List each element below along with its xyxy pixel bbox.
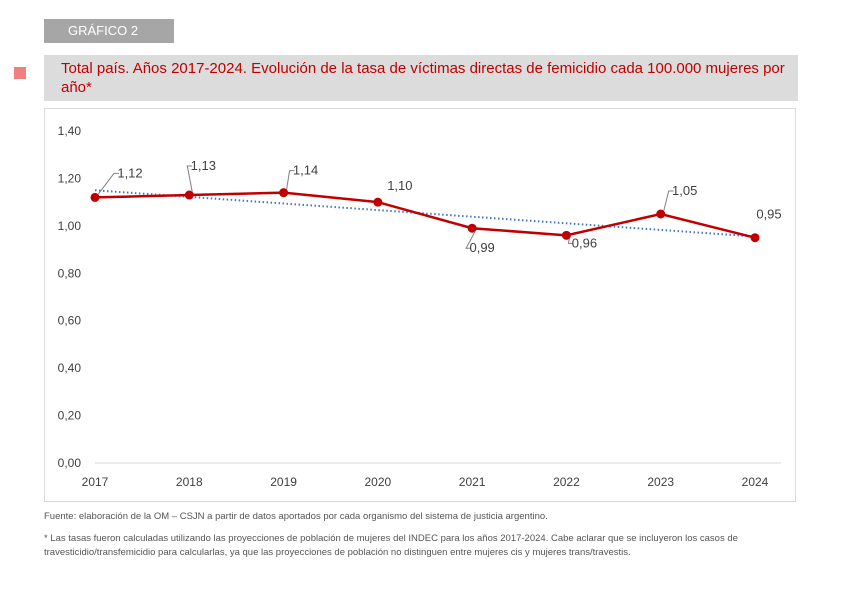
data-point	[656, 209, 666, 219]
data-point	[467, 223, 477, 233]
data-label-leader	[663, 190, 674, 212]
x-tick-label: 2022	[553, 475, 580, 489]
series-line	[94, 191, 756, 239]
x-tick-label: 2024	[742, 475, 769, 489]
y-tick-label: 0,00	[58, 456, 82, 470]
title-bullet	[14, 67, 26, 79]
y-tick-label: 0,20	[58, 409, 82, 423]
x-tick-label: 2019	[270, 475, 297, 489]
footnote: * Las tasas fueron calculadas utilizando…	[44, 533, 738, 558]
source-note: Fuente: elaboración de la OM – CSJN a pa…	[44, 511, 548, 522]
y-axis: 0,00 0,20 0,40 0,60 0,80 1,00 1,20 1,40	[58, 124, 82, 470]
data-label: 0,96	[572, 235, 597, 250]
data-label: 1,12	[117, 165, 142, 180]
y-tick-label: 1,00	[58, 219, 82, 233]
data-point	[561, 230, 571, 240]
trendline	[94, 189, 756, 238]
x-axis: 2017 2018 2019 2020 2021 2022 2023 2024	[82, 462, 781, 489]
line-chart: 0,000,200,400,600,801,001,201,40 2017 201…	[58, 124, 782, 489]
data-label-leader	[465, 230, 476, 249]
x-tick-label: 2021	[459, 475, 486, 489]
data-point	[279, 188, 289, 198]
data-label: 1,10	[387, 178, 412, 193]
x-tick-label: 2020	[365, 475, 392, 489]
data-label: 1,13	[191, 158, 216, 173]
data-point	[750, 233, 760, 243]
data-labels-group: 1,12 1,13 1,14 1,10 0,99 0,96 1,05 0,95	[97, 158, 782, 255]
series-group	[90, 188, 760, 243]
data-label: 0,99	[469, 240, 494, 255]
chart-title-bar: Total país. Años 2017-2024. Evolución de…	[44, 55, 798, 101]
x-tick-label: 2018	[176, 475, 203, 489]
data-point	[373, 197, 383, 207]
data-point	[184, 190, 194, 200]
y-tick-label: 1,40	[58, 124, 82, 138]
data-label: 0,95	[756, 207, 781, 222]
data-label-leader	[186, 165, 193, 193]
chart-number-tag: GRÁFICO 2	[44, 19, 174, 43]
chart-title: Total país. Años 2017-2024. Evolución de…	[61, 60, 785, 96]
data-point	[90, 192, 100, 202]
data-label-leader	[286, 170, 295, 190]
y-tick-label: 0,40	[58, 361, 82, 375]
y-tick-label: 0,80	[58, 266, 82, 280]
data-label-leader	[567, 238, 574, 244]
data-label-leader	[97, 172, 119, 195]
y-tick-label: 1,20	[58, 171, 82, 185]
y-tick-label: 0,60	[58, 314, 82, 328]
chart-area: 0,00 0,20 0,40 0,60 0,80 1,00 1,20 1,40 2017 201…	[44, 108, 796, 502]
data-label: 1,05	[672, 183, 697, 198]
data-label: 1,14	[293, 163, 318, 178]
x-tick-label: 2023	[647, 475, 674, 489]
trendline-group	[94, 189, 756, 238]
x-tick-label: 2017	[82, 475, 109, 489]
